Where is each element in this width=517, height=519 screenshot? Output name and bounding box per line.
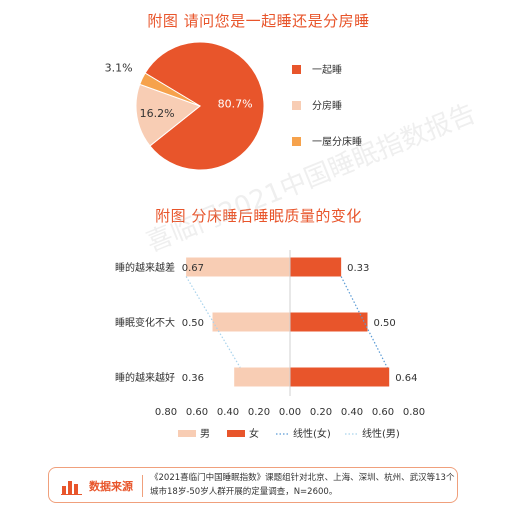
bar-legend-swatch-1 <box>178 430 196 437</box>
data-label-female-3: 0.64 <box>395 373 417 384</box>
source-box: 数据来源 《2021喜临门中国睡眠指数》课题组针对北京、上海、深圳、杭州、武汉等… <box>48 467 458 503</box>
bar-legend-label-2: 女 <box>249 427 259 440</box>
x-tick-4: 0.20 <box>248 407 270 418</box>
source-label: 数据来源 <box>89 480 133 493</box>
pie-chart-title: 附图 请问您是一起睡还是分房睡 <box>147 12 370 30</box>
bar-legend-label-4: 线性(男) <box>362 427 400 440</box>
data-label-female-2: 0.50 <box>374 318 396 329</box>
data-label-female-1: 0.33 <box>347 263 369 274</box>
pie-slice-3 <box>139 72 201 107</box>
bar-male-3 <box>234 367 290 387</box>
x-tick-7: 0.40 <box>341 407 363 418</box>
data-label-male-1: 0.67 <box>182 263 204 274</box>
trendline-female <box>340 276 388 368</box>
pie-legend-swatch-2 <box>292 101 301 110</box>
bar-legend-label-3: 线性(女) <box>293 427 331 440</box>
pie-legend-swatch-1 <box>292 65 301 74</box>
x-tick-3: 0.40 <box>217 407 239 418</box>
pie-legend-swatch-3 <box>292 137 301 146</box>
source-text: 《2021喜临门中国睡眠指数》课题组针对北京、上海、深圳、杭州、武汉等13个城市… <box>150 473 455 497</box>
x-tick-2: 0.60 <box>186 407 208 418</box>
trendline-male <box>185 276 241 368</box>
x-tick-1: 0.80 <box>155 407 177 418</box>
bar-female-1 <box>290 257 342 277</box>
pie-legend-label-2: 分房睡 <box>312 99 342 112</box>
bar-female-3 <box>290 367 390 387</box>
data-label-male-3: 0.36 <box>182 373 204 384</box>
x-tick-5: 0.00 <box>279 407 301 418</box>
bar-male-2 <box>212 312 290 332</box>
pie-label-1: 80.7% <box>218 98 253 111</box>
source-divider <box>142 475 143 497</box>
bar-chart-icon <box>61 481 82 495</box>
bar-legend-label-1: 男 <box>200 428 210 440</box>
data-label-male-2: 0.50 <box>182 318 204 329</box>
bar-chart-title: 附图 分床睡后睡眠质量的变化 <box>155 207 362 225</box>
pie-label-2: 16.2% <box>140 107 175 120</box>
pie-slice-2 <box>135 83 202 147</box>
pie-legend-label-3: 一屋分床睡 <box>312 135 362 148</box>
pie-slice-1 <box>144 41 265 171</box>
x-tick-6: 0.20 <box>310 407 332 418</box>
x-tick-8: 0.60 <box>372 407 394 418</box>
bar-legend-swatch-2 <box>227 430 245 437</box>
pie-legend-label-1: 一起睡 <box>312 63 342 76</box>
category-label-3: 睡的越来越好 <box>115 371 175 384</box>
x-tick-9: 0.80 <box>403 407 425 418</box>
bar-female-2 <box>290 312 368 332</box>
category-label-2: 睡眠变化不大 <box>115 316 175 329</box>
bar-male-1 <box>186 257 290 277</box>
pie-label-3: 3.1% <box>105 61 133 74</box>
category-label-1: 睡的越来越差 <box>115 261 175 274</box>
